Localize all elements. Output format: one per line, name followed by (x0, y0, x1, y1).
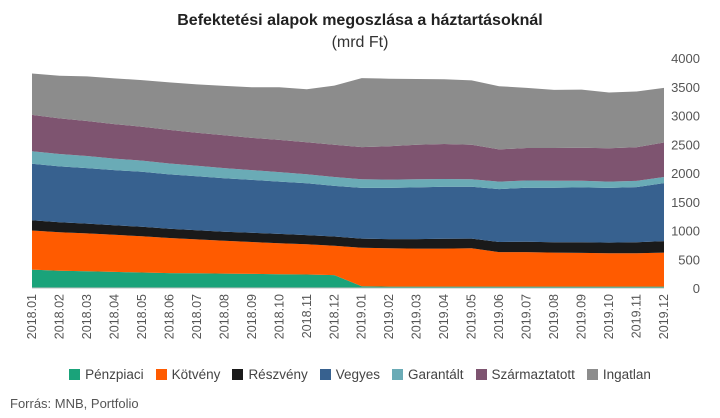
y-tick-label: 1000 (671, 224, 700, 239)
x-tick-label: 2019.11 (630, 294, 644, 338)
x-tick-label: 2018.01 (25, 294, 39, 339)
x-tick-label: 2018.12 (327, 294, 341, 339)
x-tick-label: 2019.10 (602, 294, 616, 339)
legend-label: Garantált (408, 367, 464, 382)
x-tick-label: 2018.05 (135, 294, 149, 339)
legend-swatch (69, 369, 81, 380)
legend-label: Pénzpiaci (85, 367, 144, 382)
legend-label: Részvény (248, 367, 308, 382)
x-tick-label: 2018.04 (107, 294, 121, 339)
legend-swatch (586, 369, 598, 380)
x-tick-label: 2019.08 (547, 294, 561, 339)
y-tick-label: 4000 (671, 51, 700, 66)
area-vegyes (32, 163, 664, 243)
y-tick-label: 3500 (671, 80, 700, 95)
x-tick-label: 2019.01 (355, 294, 369, 339)
area-kötvény (32, 230, 664, 287)
legend-item: Részvény (232, 367, 308, 382)
x-tick-label: 2019.06 (492, 294, 506, 339)
chart-title: Befektetési alapok megoszlása a háztartá… (177, 12, 543, 29)
x-tick-label: 2018.02 (52, 294, 66, 339)
x-tick-label: 2018.11 (300, 294, 314, 338)
legend-label: Ingatlan (602, 367, 651, 382)
x-tick-label: 2018.03 (80, 294, 94, 339)
legend-item: Garantált (392, 367, 464, 382)
x-tick-label: 2019.09 (575, 294, 589, 339)
legend-swatch (319, 369, 331, 380)
chart-legend: Pénzpiaci Kötvény Részvény Vegyes Garantált S… (0, 367, 720, 382)
area-részvény (32, 220, 664, 254)
x-tick-label: 2018.08 (217, 294, 231, 339)
x-tick-label: 2019.04 (437, 294, 451, 339)
source-note: Forrás: MNB, Portfolio (10, 396, 139, 411)
legend-label: Származtatott (491, 367, 575, 382)
legend-label: Kötvény (171, 367, 221, 382)
area-ingatlan (32, 73, 664, 150)
y-tick-label: 3000 (671, 109, 700, 124)
x-tick-label: 2019.02 (382, 294, 396, 339)
y-tick-label: 2500 (671, 137, 700, 152)
legend-swatch (392, 369, 404, 380)
x-tick-label: 2018.07 (190, 294, 204, 339)
chart-subtitle: (mrd Ft) (331, 34, 389, 51)
x-tick-label: 2018.10 (272, 294, 286, 339)
legend-swatch (155, 369, 167, 380)
y-tick-label: 0 (693, 281, 700, 296)
x-tick-label: 2019.05 (465, 294, 479, 339)
legend-item: Ingatlan (586, 367, 651, 382)
legend-item: Vegyes (319, 367, 381, 382)
legend-swatch (232, 369, 244, 380)
area-származtatott (32, 114, 664, 182)
legend-item: Származtatott (475, 367, 575, 382)
x-tick-label: 2018.06 (162, 294, 176, 339)
y-tick-label: 500 (678, 252, 700, 267)
x-tick-label: 2019.07 (520, 294, 534, 339)
x-tick-label: 2018.09 (245, 294, 259, 339)
legend-item: Kötvény (155, 367, 221, 382)
x-tick-label: 2019.12 (657, 294, 671, 339)
area-garantált (32, 151, 664, 190)
y-tick-label: 1500 (671, 195, 700, 210)
legend-swatch (475, 369, 487, 380)
legend-item: Pénzpiaci (69, 367, 144, 382)
area-pénzpiaci (32, 269, 664, 288)
y-tick-label: 2000 (671, 166, 700, 181)
legend-label: Vegyes (335, 367, 381, 382)
x-tick-label: 2019.03 (410, 294, 424, 339)
